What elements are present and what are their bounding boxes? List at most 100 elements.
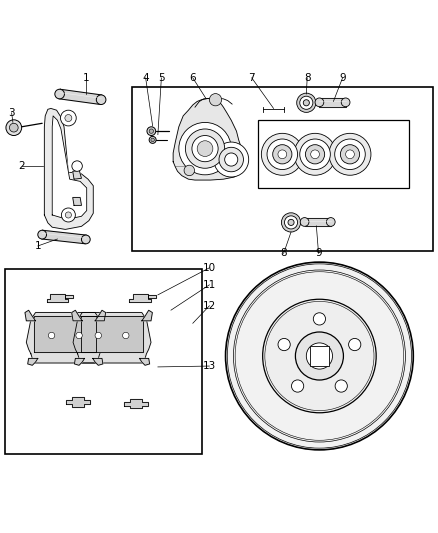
Polygon shape	[42, 230, 86, 244]
Circle shape	[10, 123, 18, 132]
Circle shape	[151, 138, 154, 142]
Circle shape	[315, 98, 324, 107]
Circle shape	[147, 127, 155, 135]
Circle shape	[96, 95, 106, 104]
Circle shape	[60, 110, 76, 126]
Text: 5: 5	[158, 73, 165, 83]
Circle shape	[288, 220, 294, 225]
Circle shape	[305, 144, 325, 164]
Text: 13: 13	[203, 361, 216, 371]
Circle shape	[292, 380, 304, 392]
Circle shape	[326, 217, 335, 227]
Polygon shape	[130, 294, 151, 302]
Circle shape	[226, 262, 413, 450]
Circle shape	[123, 332, 129, 338]
Circle shape	[6, 120, 21, 135]
Text: 10: 10	[203, 263, 216, 273]
Bar	[310, 346, 329, 366]
Circle shape	[341, 98, 350, 107]
Circle shape	[65, 115, 72, 122]
Circle shape	[72, 161, 82, 171]
Circle shape	[278, 338, 290, 351]
Polygon shape	[34, 316, 96, 352]
Circle shape	[349, 338, 361, 351]
Circle shape	[297, 93, 316, 112]
Text: 9: 9	[315, 248, 322, 259]
Bar	[132, 87, 433, 251]
Text: 8: 8	[280, 248, 287, 259]
Polygon shape	[59, 90, 102, 104]
Text: 8: 8	[304, 73, 311, 83]
Polygon shape	[124, 399, 148, 408]
Circle shape	[300, 217, 309, 227]
Text: 11: 11	[203, 280, 216, 290]
Bar	[5, 269, 201, 454]
Circle shape	[214, 142, 249, 177]
Polygon shape	[81, 316, 143, 352]
Circle shape	[179, 123, 231, 175]
Circle shape	[278, 150, 287, 159]
Polygon shape	[73, 198, 81, 205]
Polygon shape	[73, 171, 81, 179]
Polygon shape	[25, 310, 35, 321]
Text: 9: 9	[339, 73, 346, 83]
Circle shape	[300, 96, 313, 109]
Polygon shape	[67, 398, 90, 407]
Circle shape	[329, 133, 371, 175]
Circle shape	[346, 150, 354, 159]
Circle shape	[295, 332, 343, 380]
Circle shape	[303, 100, 309, 106]
Polygon shape	[52, 116, 87, 220]
Circle shape	[294, 133, 336, 175]
Circle shape	[282, 213, 300, 232]
Circle shape	[95, 332, 102, 338]
Polygon shape	[65, 295, 73, 298]
Polygon shape	[173, 99, 244, 180]
Circle shape	[81, 235, 90, 244]
Polygon shape	[140, 358, 150, 365]
Polygon shape	[46, 294, 68, 302]
Polygon shape	[72, 310, 82, 321]
Circle shape	[300, 139, 330, 169]
Circle shape	[48, 332, 55, 338]
Circle shape	[185, 129, 225, 168]
Circle shape	[225, 153, 238, 166]
Circle shape	[267, 139, 297, 169]
Circle shape	[209, 94, 222, 106]
Circle shape	[184, 165, 194, 176]
Text: 12: 12	[203, 301, 216, 311]
Circle shape	[55, 89, 64, 99]
Polygon shape	[26, 312, 104, 363]
Polygon shape	[74, 358, 85, 365]
Circle shape	[65, 212, 71, 218]
Text: 6: 6	[190, 73, 196, 83]
Circle shape	[149, 129, 153, 133]
Circle shape	[38, 230, 46, 239]
Circle shape	[197, 141, 213, 157]
Circle shape	[306, 343, 332, 369]
Polygon shape	[148, 295, 155, 298]
Text: 4: 4	[142, 73, 149, 83]
Circle shape	[273, 144, 292, 164]
Circle shape	[149, 136, 156, 143]
Text: 1: 1	[35, 241, 41, 251]
Polygon shape	[142, 310, 152, 321]
Text: 1: 1	[82, 73, 89, 83]
Circle shape	[335, 380, 347, 392]
Circle shape	[261, 133, 303, 175]
Polygon shape	[93, 358, 103, 365]
Circle shape	[192, 135, 218, 161]
Text: 7: 7	[248, 73, 255, 83]
Circle shape	[76, 332, 82, 338]
Polygon shape	[319, 98, 346, 107]
Polygon shape	[28, 358, 38, 365]
Circle shape	[285, 216, 297, 229]
Circle shape	[219, 147, 244, 172]
Circle shape	[340, 144, 360, 164]
Circle shape	[313, 313, 325, 325]
Polygon shape	[95, 310, 106, 321]
Polygon shape	[73, 312, 151, 363]
Circle shape	[335, 139, 365, 169]
Polygon shape	[44, 108, 93, 229]
Polygon shape	[304, 217, 331, 227]
